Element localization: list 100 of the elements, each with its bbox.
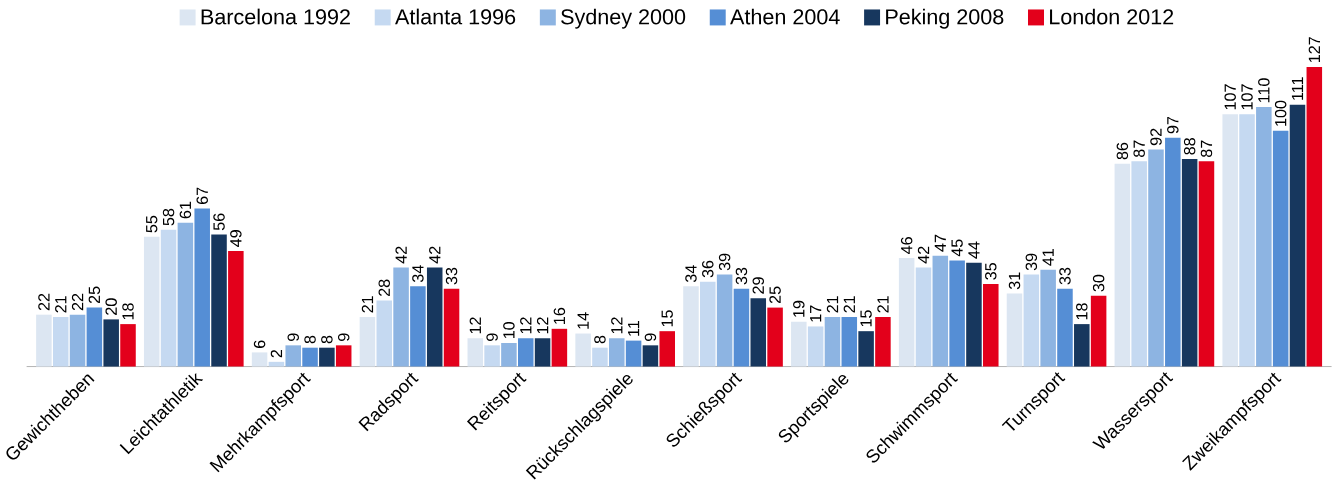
data-label: 87	[1133, 140, 1145, 157]
bar	[86, 307, 103, 367]
data-label: 9	[337, 333, 350, 341]
data-label: 12	[520, 317, 532, 334]
data-label: 107	[1241, 84, 1253, 110]
data-label: 9	[287, 333, 299, 341]
data-label: 8	[594, 335, 606, 344]
bar	[609, 338, 625, 367]
bar	[875, 316, 891, 367]
data-label: 107	[1224, 84, 1236, 110]
data-label: 6	[253, 340, 266, 348]
data-label: 58	[162, 208, 175, 226]
data-label: 127	[1308, 37, 1320, 62]
bar	[1057, 288, 1073, 367]
data-label: 92	[1150, 128, 1162, 146]
data-label: 56	[213, 213, 225, 231]
bar	[393, 267, 409, 367]
bar	[376, 300, 393, 367]
bar	[410, 286, 426, 367]
bar	[750, 298, 767, 367]
bar	[983, 283, 999, 367]
bar	[1198, 161, 1215, 367]
bar	[642, 345, 659, 367]
bar	[103, 319, 119, 367]
bar	[733, 288, 750, 367]
data-label: 16	[553, 307, 566, 324]
bar	[949, 260, 965, 367]
bar	[484, 345, 500, 367]
bar	[268, 361, 285, 367]
bar	[534, 338, 551, 367]
bar	[160, 229, 177, 367]
data-label: 28	[378, 279, 390, 296]
data-label: 34	[685, 265, 697, 282]
bar	[319, 347, 335, 367]
data-label: 12	[469, 317, 481, 334]
bar	[120, 324, 136, 367]
bar	[302, 347, 318, 367]
data-label: 86	[1116, 142, 1129, 160]
data-label: 35	[985, 262, 997, 280]
data-label: 18	[1076, 303, 1088, 320]
data-label: 2	[270, 349, 283, 358]
data-label: 61	[179, 201, 192, 219]
data-label: 20	[105, 298, 117, 315]
bar	[767, 307, 783, 367]
data-label: 22	[38, 293, 50, 311]
bar	[551, 328, 568, 367]
data-label: 30	[1092, 274, 1105, 292]
bar	[700, 281, 716, 367]
data-label: 8	[304, 335, 316, 344]
data-label: 39	[1025, 253, 1038, 271]
data-label: 110	[1258, 78, 1270, 103]
bar	[1239, 114, 1255, 367]
legend-label: Atlanta 1996	[395, 8, 516, 25]
data-label: 17	[810, 305, 822, 322]
bar	[625, 340, 642, 367]
bar	[1148, 149, 1164, 367]
bar	[858, 331, 874, 367]
data-label: 19	[793, 300, 805, 317]
bar	[443, 288, 460, 367]
bar	[335, 345, 352, 367]
bar	[1306, 66, 1323, 367]
bar	[251, 352, 268, 367]
bar	[426, 267, 443, 367]
data-label: 10	[503, 321, 515, 338]
bar	[211, 234, 227, 367]
data-label: 21	[55, 296, 67, 313]
bar	[359, 316, 376, 367]
bar	[915, 267, 932, 367]
bar	[1023, 274, 1040, 367]
data-label: 39	[718, 253, 731, 271]
data-label: 88	[1183, 137, 1196, 155]
legend-label: Peking 2008	[886, 8, 1004, 29]
bar	[807, 326, 824, 367]
bar	[501, 342, 517, 367]
data-label: 14	[577, 312, 589, 329]
data-label: 97	[1167, 116, 1179, 134]
bar	[841, 316, 858, 367]
data-label: 33	[1059, 267, 1071, 285]
legend-label: Athen 2004	[730, 8, 840, 25]
bar	[1165, 137, 1181, 367]
bar	[143, 236, 160, 367]
data-label: 47	[934, 234, 946, 252]
bar	[467, 338, 484, 367]
bar	[177, 222, 194, 367]
data-label: 9	[644, 333, 657, 341]
bar	[1074, 324, 1090, 367]
data-label: 33	[445, 267, 458, 285]
data-label: 45	[951, 239, 963, 257]
data-label: 111	[1291, 77, 1304, 100]
data-label: 9	[486, 333, 498, 341]
bar	[1222, 114, 1238, 367]
legend-label: Sydney 2000	[561, 8, 686, 29]
bar	[1256, 106, 1272, 367]
legend-label: Barcelona 1992	[201, 8, 350, 25]
data-label: 12	[536, 317, 549, 334]
bar	[659, 331, 675, 367]
bar	[228, 250, 244, 367]
data-label: 31	[1008, 272, 1021, 290]
bar	[824, 316, 841, 367]
bar	[1006, 293, 1023, 367]
